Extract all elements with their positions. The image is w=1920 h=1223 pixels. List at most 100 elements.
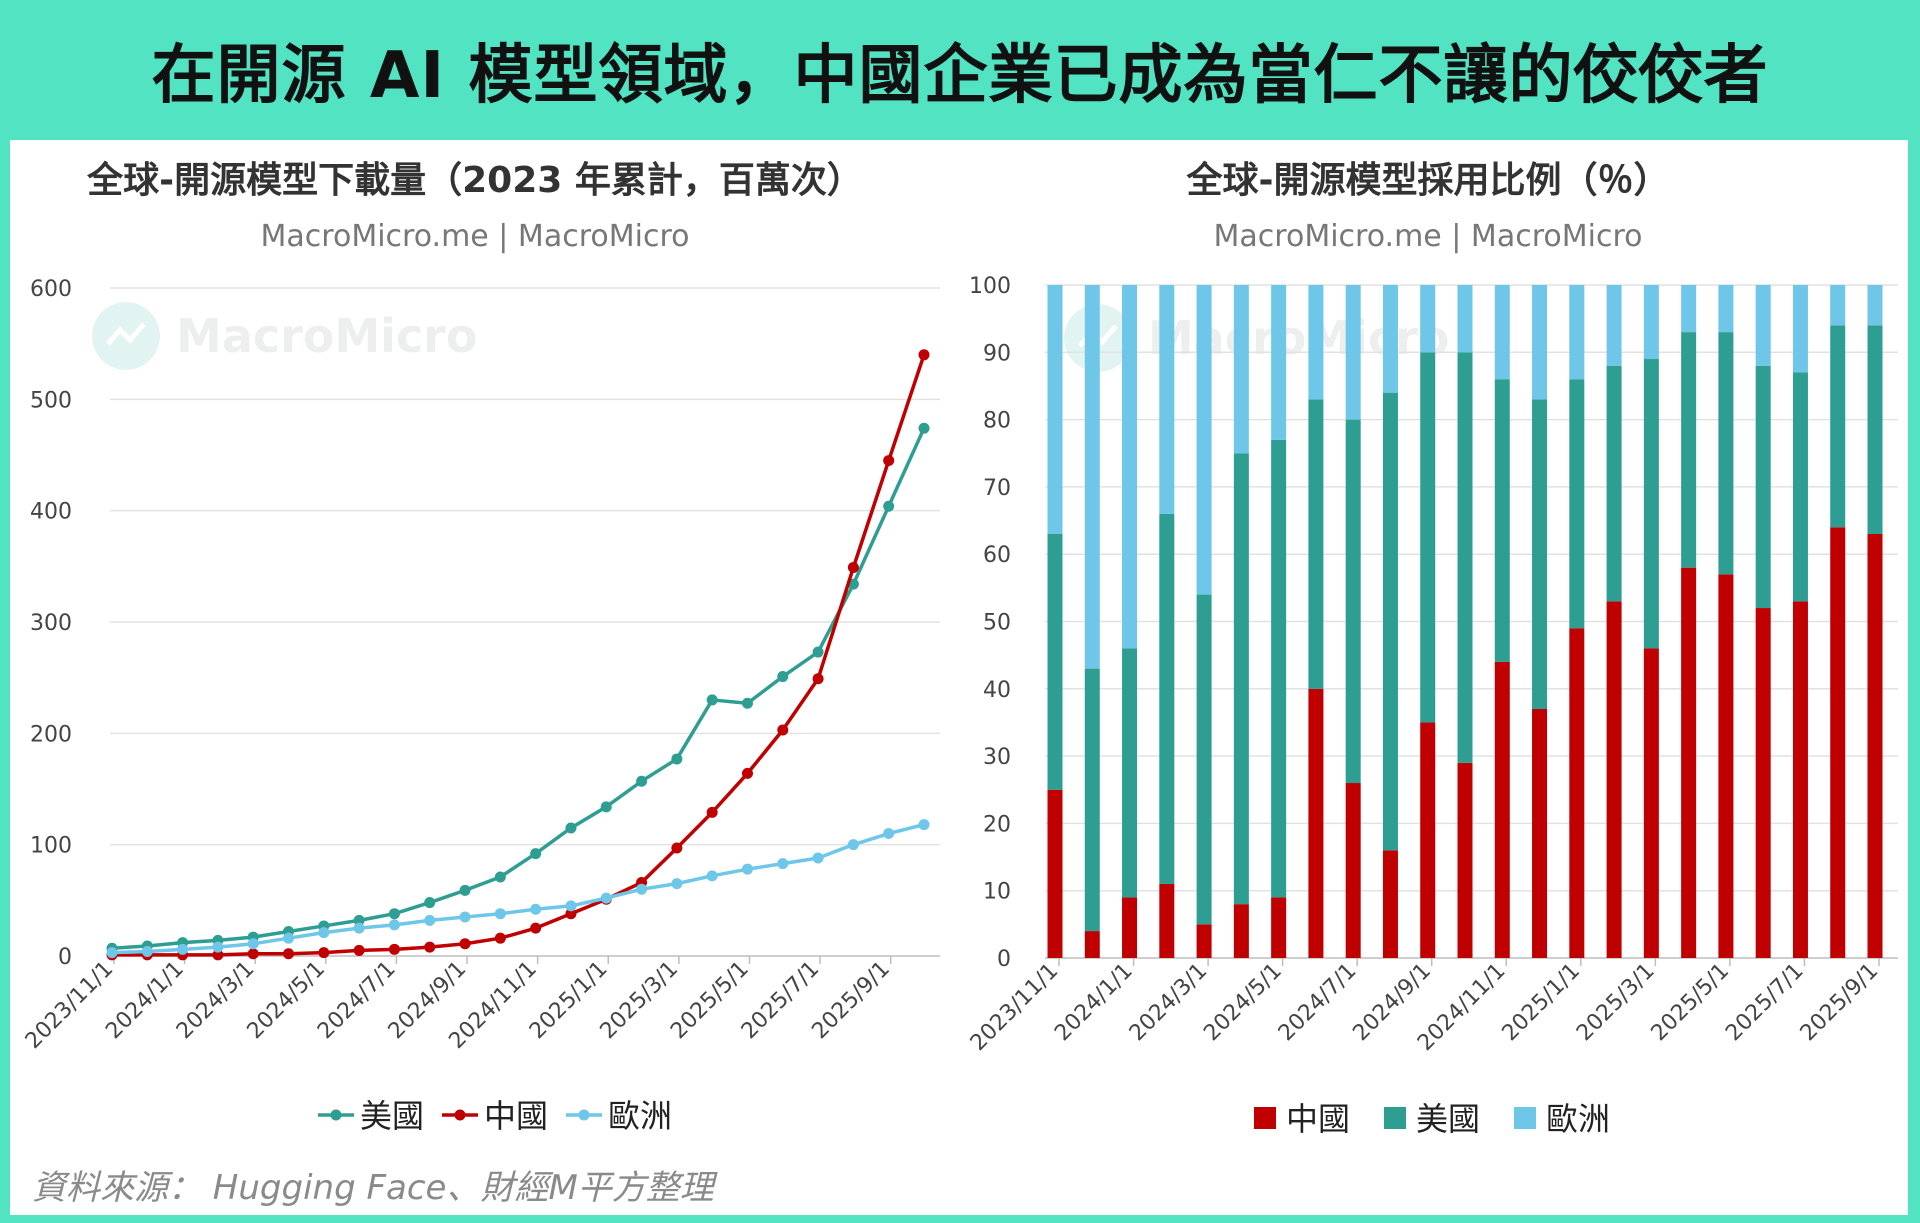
right-bar-segment [1308, 688, 1324, 958]
right-bar-segment [1606, 601, 1622, 958]
right-bar-segment [1569, 379, 1585, 629]
watermark-text: MacroMicro [176, 309, 477, 363]
left-data-point [741, 767, 753, 779]
right-y-tick-label: 20 [983, 812, 1011, 837]
right-x-tick-label: 2023/11/1 [966, 959, 1063, 1056]
left-data-point [530, 922, 542, 934]
left-data-point [388, 908, 400, 920]
left-data-point [812, 646, 824, 658]
right-bar-segment [1382, 850, 1398, 958]
right-bar-segment [1047, 789, 1063, 958]
chart-panel: 全球-開源模型下載量（2023 年累計，百萬次） MacroMicro.me | … [10, 140, 1908, 1215]
left-data-point [812, 852, 824, 864]
right-bar-segment [1159, 513, 1175, 884]
left-legend-label: 歐洲 [608, 1097, 672, 1135]
right-bar-segment [1457, 762, 1473, 958]
right-legend-swatch [1514, 1107, 1536, 1129]
right-legend-label: 中國 [1286, 1100, 1350, 1138]
right-bar-segment [1569, 285, 1585, 380]
left-y-tick-label: 100 [30, 834, 72, 859]
right-bar-segment [1084, 931, 1100, 958]
left-series-line [112, 354, 926, 957]
right-bar-segment [1159, 883, 1175, 958]
right-bar-segment [1420, 285, 1436, 353]
right-x-tick-label: 2025/9/1 [1796, 959, 1884, 1047]
right-bar-segment [1792, 285, 1808, 373]
left-data-point [424, 941, 436, 953]
watermark-chart-icon [106, 322, 146, 346]
right-y-tick-label: 80 [983, 409, 1011, 434]
right-bar-segment [1718, 332, 1734, 575]
right-x-tick-label: 2025/7/1 [1721, 959, 1809, 1047]
right-y-tick-label: 10 [983, 880, 1011, 905]
left-data-point [494, 932, 506, 944]
left-x-tick-label: 2023/11/1 [21, 957, 118, 1054]
left-data-point [459, 938, 471, 950]
right-bar-segment [1457, 285, 1473, 353]
right-bar-segment [1122, 285, 1138, 649]
left-data-point [318, 927, 330, 939]
right-bar-segment [1308, 285, 1324, 400]
right-bar-segment [1606, 285, 1622, 366]
right-y-tick-label: 100 [969, 274, 1011, 299]
left-watermark: MacroMicro [92, 302, 477, 370]
right-bar-segment [1457, 352, 1473, 763]
right-legend-label: 美國 [1416, 1100, 1480, 1138]
right-bar-segment [1047, 534, 1063, 790]
right-y-tick-label: 60 [983, 543, 1011, 568]
left-data-point [353, 944, 365, 956]
left-data-point [177, 943, 189, 955]
right-bar-segment [1867, 285, 1883, 326]
right-bar-segment [1233, 453, 1249, 905]
left-data-point [636, 883, 648, 895]
right-bar-segment [1681, 567, 1697, 958]
left-y-tick-label: 200 [30, 722, 72, 747]
left-data-point [424, 914, 436, 926]
left-data-point [459, 911, 471, 923]
left-data-point [636, 775, 648, 787]
right-bar-segment [1792, 601, 1808, 958]
left-data-point [353, 914, 365, 926]
left-data-point [883, 455, 895, 467]
left-data-point [318, 947, 330, 959]
right-bar-segment [1345, 285, 1361, 420]
right-bar-segment [1830, 325, 1846, 528]
left-chart-subtitle: MacroMicro.me | MacroMicro [261, 219, 690, 254]
left-data-point [918, 819, 930, 831]
headline: 在開源 AI 模型領域，中國企業已成為當仁不讓的佼佼者 [151, 39, 1769, 113]
left-x-tick-label: 2025/9/1 [807, 957, 895, 1045]
left-data-point [671, 753, 683, 765]
right-bar-segment [1681, 332, 1697, 568]
right-bar-segment [1606, 365, 1622, 602]
left-y-tick-label: 600 [30, 277, 72, 302]
right-x-tick-label: 2025/3/1 [1572, 959, 1660, 1047]
right-bar-segment [1308, 399, 1324, 689]
left-y-tick-label: 300 [30, 611, 72, 636]
right-bar-segment [1233, 285, 1249, 454]
left-data-point [212, 941, 224, 953]
left-legend-marker [578, 1109, 590, 1121]
right-bar-segment [1494, 661, 1510, 958]
source-note: 資料來源： Hugging Face、財經M平方整理 [32, 1168, 714, 1208]
right-chart-title: 全球-開源模型採用比例（％） [1186, 159, 1670, 201]
right-bar-segment [1122, 648, 1138, 898]
right-x-tick-label: 2024/7/1 [1274, 959, 1362, 1047]
right-bar-segment [1382, 285, 1398, 393]
right-bar-segment [1420, 352, 1436, 723]
charts-svg: 全球-開源模型下載量（2023 年累計，百萬次） MacroMicro.me | … [21, 159, 1898, 1138]
left-data-point [918, 349, 930, 361]
right-bar-segment [1196, 594, 1212, 925]
left-data-point [706, 870, 718, 882]
left-y-tick-label: 0 [58, 945, 72, 970]
left-data-point [283, 932, 295, 944]
watermark-logo-icon [92, 302, 160, 370]
right-bar-segment [1382, 392, 1398, 851]
right-chart-subtitle: MacroMicro.me | MacroMicro [1214, 219, 1643, 254]
right-bar-segment [1718, 285, 1734, 333]
right-bar-segment [1233, 904, 1249, 958]
right-x-tick-label: 2025/5/1 [1647, 959, 1735, 1047]
right-bar-segment [1569, 628, 1585, 958]
right-bar-segment [1792, 372, 1808, 602]
right-y-tick-label: 70 [983, 476, 1011, 501]
left-series-line [111, 822, 925, 955]
